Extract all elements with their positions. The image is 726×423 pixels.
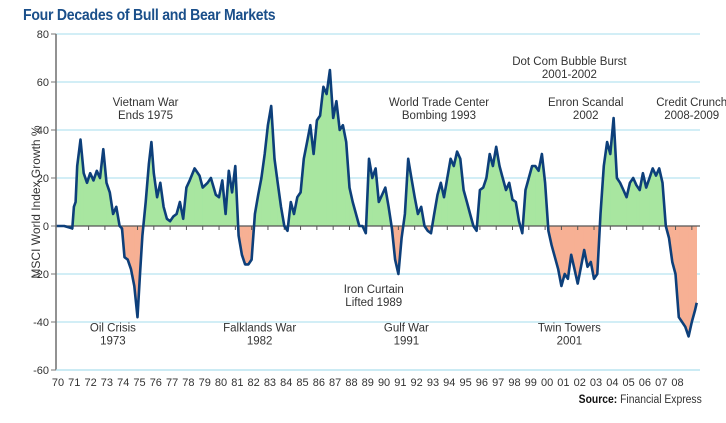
x-tick-label: 98: [508, 377, 520, 389]
x-tick-label: 93: [427, 377, 439, 389]
x-tick-label: 88: [345, 377, 357, 389]
x-tick-label: 72: [84, 377, 96, 389]
annotation-line: Falklands War: [223, 323, 296, 335]
source-note: Source: Financial Express: [579, 394, 702, 406]
annotation: Vietnam War Ends 1975: [113, 97, 179, 122]
x-tick-label: 08: [671, 377, 683, 389]
y-tick-label: 20: [37, 173, 49, 185]
annotation-line: Iron Curtain: [344, 284, 404, 296]
x-tick-label: 97: [492, 377, 504, 389]
annotation-line: Oil Crisis: [90, 323, 136, 335]
annotation-line: Vietnam War: [113, 97, 179, 109]
y-tick-labels: 80 60 40 20 0 -20 -40 -60: [33, 29, 56, 377]
x-tick-label: 99: [525, 377, 537, 389]
y-tick-label: -40: [33, 317, 49, 329]
x-tick-label: 03: [590, 377, 602, 389]
x-tick-label: 01: [557, 377, 569, 389]
x-tick-label: 86: [313, 377, 325, 389]
annotations: Vietnam War Ends 1975 Oil Crisis 1973 Falkla…: [90, 56, 726, 347]
annotation-line: Bombing 1993: [402, 110, 476, 122]
source-label: Source:: [578, 394, 618, 406]
series-line-path: [56, 68, 698, 338]
chart-title: Four Decades of Bull and Bear Markets: [23, 7, 276, 24]
axes: [55, 34, 700, 371]
x-tick-label: 89: [362, 377, 374, 389]
annotation-line: Lifted 1989: [345, 297, 402, 309]
x-tick-label: 84: [280, 377, 292, 389]
x-tick-label: 77: [166, 377, 178, 389]
annotation-line: World Trade Center: [389, 97, 489, 109]
x-tick-labels: 70 71 72 73 74 75 76 77 78 79 80 81 82 83 84 85 86 87 88 89…: [52, 377, 684, 389]
annotation: Iron Curtain Lifted 1989: [344, 284, 404, 309]
x-tick-label: 83: [264, 377, 276, 389]
annotation-line: Twin Towers: [538, 323, 601, 335]
annotation: Falklands War 1982: [223, 323, 296, 348]
annotation: Enron Scandal 2002: [548, 97, 623, 122]
x-tick-label: 07: [655, 377, 667, 389]
x-tick-label: 74: [117, 377, 129, 389]
x-tick-label: 05: [623, 377, 635, 389]
annotation-line: Dot Com Bubble Burst: [512, 56, 627, 68]
y-tick-label: 40: [37, 125, 49, 137]
annotation: World Trade Center Bombing 1993: [389, 97, 489, 122]
x-tick-label: 02: [574, 377, 586, 389]
x-tick-label: 91: [394, 377, 406, 389]
y-tick-label: 80: [37, 29, 49, 41]
x-tick-label: 79: [199, 377, 211, 389]
annotation-line: 1991: [394, 336, 420, 348]
annotation-line: Enron Scandal: [548, 97, 623, 109]
y-tick-label: 0: [43, 221, 49, 233]
x-tick-label: 96: [476, 377, 488, 389]
x-tick-label: 85: [296, 377, 308, 389]
y-tick-label: -20: [33, 269, 49, 281]
y-tick-label: -60: [33, 365, 49, 377]
x-tick-label: 75: [133, 377, 145, 389]
annotation-line: Gulf War: [384, 323, 429, 335]
x-tick-label: 76: [150, 377, 162, 389]
x-tick-label: 82: [248, 377, 260, 389]
annotation-line: 2001-2002: [542, 69, 597, 81]
x-tick-label: 71: [68, 377, 80, 389]
annotation-line: 1973: [100, 336, 126, 348]
x-tick-label: 81: [231, 377, 243, 389]
y-tick-label: 60: [37, 77, 49, 89]
annotation: Twin Towers 2001: [538, 323, 601, 348]
x-tick-label: 70: [52, 377, 64, 389]
annotation: Dot Com Bubble Burst 2001-2002: [512, 56, 627, 81]
source-value: Financial Express: [617, 394, 702, 406]
annotation-line: 1982: [247, 336, 273, 348]
x-tick-label: 06: [639, 377, 651, 389]
annotation: Gulf War 1991: [384, 323, 429, 348]
annotation: Credit Crunch 2008-2009: [656, 97, 726, 122]
annotation-line: 2002: [573, 110, 599, 122]
x-tick-label: 00: [541, 377, 553, 389]
x-tick-label: 78: [182, 377, 194, 389]
y-axis-label: MSCI World Index Growth %: [29, 125, 43, 278]
positive-area: [56, 69, 667, 227]
negative-area: [64, 225, 697, 337]
annotation-line: Credit Crunch: [656, 97, 726, 109]
series-line: [56, 68, 698, 338]
x-tick-label: 87: [329, 377, 341, 389]
x-tick-label: 92: [411, 377, 423, 389]
annotation-line: 2001: [557, 336, 583, 348]
x-tick-label: 95: [459, 377, 471, 389]
x-tick-label: 04: [606, 377, 618, 389]
x-tick-label: 94: [443, 377, 455, 389]
zero-line: [56, 225, 700, 230]
x-tick-label: 80: [215, 377, 227, 389]
annotation-line: Ends 1975: [118, 110, 173, 122]
annotation-line: 2008-2009: [664, 110, 719, 122]
x-tick-label: 73: [101, 377, 113, 389]
x-tick-label: 90: [378, 377, 390, 389]
annotation: Oil Crisis 1973: [90, 323, 136, 348]
